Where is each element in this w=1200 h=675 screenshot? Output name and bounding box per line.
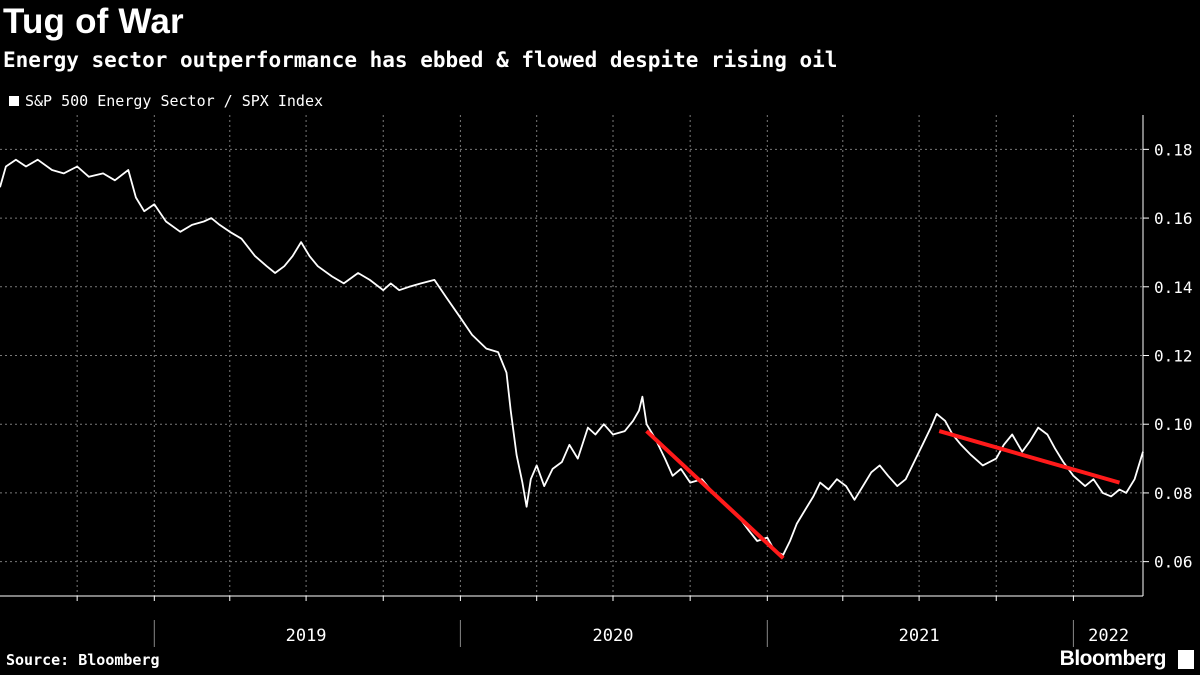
y-tick-label: 0.08 bbox=[1154, 484, 1193, 503]
bloomberg-logo: Bloomberg bbox=[1059, 647, 1167, 670]
y-tick-label: 0.14 bbox=[1154, 278, 1193, 297]
legend: S&P 500 Energy Sector / SPX Index bbox=[9, 92, 323, 110]
legend-swatch bbox=[9, 96, 19, 106]
series-line bbox=[0, 158, 1144, 556]
x-year-label: 2022 bbox=[1088, 626, 1129, 646]
trend-line bbox=[938, 429, 1121, 485]
chart-subtitle: Energy sector outperformance has ebbed &… bbox=[3, 48, 838, 72]
y-tick-label: 0.18 bbox=[1154, 140, 1193, 159]
y-tick-label: 0.12 bbox=[1154, 347, 1193, 366]
x-year-label: 2021 bbox=[899, 626, 940, 646]
source-note: Source: Bloomberg bbox=[6, 651, 160, 669]
x-year-label: 2020 bbox=[593, 626, 634, 646]
chart-title: Tug of War bbox=[3, 2, 184, 41]
y-tick-label: 0.16 bbox=[1154, 209, 1193, 228]
legend-label: S&P 500 Energy Sector / SPX Index bbox=[25, 92, 324, 110]
y-tick-label: 0.10 bbox=[1154, 415, 1193, 434]
bloomberg-terminal-icon bbox=[1178, 650, 1194, 669]
x-year-label: 2019 bbox=[286, 626, 327, 646]
y-tick-label: 0.06 bbox=[1154, 553, 1193, 572]
trend-line bbox=[645, 429, 785, 560]
